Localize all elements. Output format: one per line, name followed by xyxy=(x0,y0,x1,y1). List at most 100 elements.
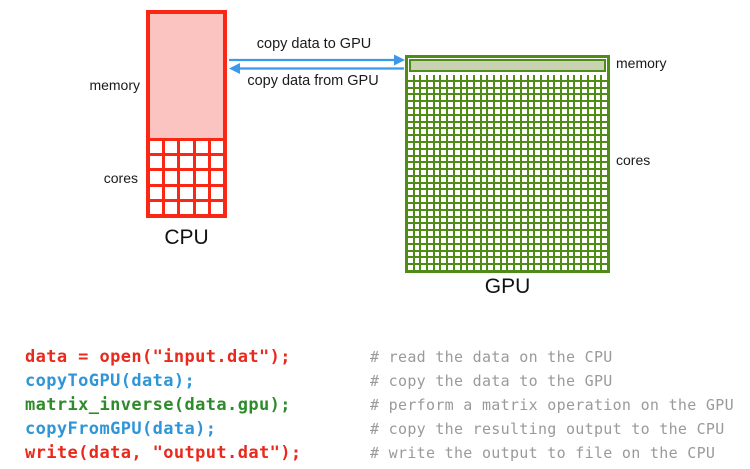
core-cell xyxy=(195,201,208,214)
core-cell xyxy=(501,129,507,135)
core-cell xyxy=(428,210,433,216)
core-cell xyxy=(602,102,607,107)
core-cell xyxy=(454,142,460,148)
core-cell xyxy=(488,210,494,216)
core-cell xyxy=(428,224,433,230)
core-cell xyxy=(468,88,473,94)
core-cell xyxy=(595,115,601,121)
core-cell xyxy=(582,190,587,196)
core-cell xyxy=(468,102,473,107)
core-cell xyxy=(508,251,514,257)
core-cell xyxy=(548,149,554,155)
core-cell xyxy=(488,88,494,94)
core-cell xyxy=(414,88,420,94)
core-cell xyxy=(508,265,514,270)
core-cell xyxy=(408,122,413,128)
core-cell xyxy=(408,183,413,189)
core-cell xyxy=(548,156,554,162)
core-cell xyxy=(555,95,561,101)
core-cell xyxy=(150,186,163,199)
core-cell xyxy=(595,265,601,270)
core-cell xyxy=(541,176,547,182)
core-cell xyxy=(568,81,574,87)
core-cell xyxy=(548,244,554,250)
core-cell xyxy=(528,197,534,203)
core-cell xyxy=(421,251,427,257)
core-cell xyxy=(568,190,574,196)
core-cell xyxy=(508,81,514,87)
core-cell xyxy=(582,210,587,216)
core-cell xyxy=(414,265,420,270)
core-cell xyxy=(468,142,473,148)
core-cell xyxy=(434,170,440,175)
core-cell xyxy=(521,224,527,230)
core-cell xyxy=(495,149,500,155)
core-cell xyxy=(421,244,427,250)
core-cell xyxy=(515,265,520,270)
core-cell xyxy=(541,102,547,107)
core-cell xyxy=(602,115,607,121)
core-cell xyxy=(575,204,581,209)
core-cell xyxy=(474,156,480,162)
core-cell xyxy=(408,204,413,209)
core-cell xyxy=(481,75,487,80)
core-cell xyxy=(461,231,467,237)
core-cell xyxy=(448,88,453,94)
core-cell xyxy=(575,238,581,243)
cpu-block xyxy=(146,10,227,218)
core-cell xyxy=(495,95,500,101)
core-cell xyxy=(588,102,594,107)
core-cell xyxy=(474,149,480,155)
core-cell xyxy=(461,156,467,162)
core-cell xyxy=(541,197,547,203)
core-cell xyxy=(150,156,163,169)
gpu-memory-region xyxy=(409,59,606,72)
core-cell xyxy=(428,136,433,141)
core-cell xyxy=(508,217,514,223)
core-cell xyxy=(210,201,223,214)
core-cell xyxy=(555,115,561,121)
core-cell xyxy=(568,163,574,169)
core-cell xyxy=(454,204,460,209)
core-cell xyxy=(481,210,487,216)
core-cell xyxy=(408,95,413,101)
core-cell xyxy=(428,81,433,87)
core-cell xyxy=(474,238,480,243)
core-cell xyxy=(562,197,567,203)
core-cell xyxy=(488,224,494,230)
core-cell xyxy=(481,88,487,94)
core-cell xyxy=(488,142,494,148)
core-cell xyxy=(454,170,460,175)
core-cell xyxy=(582,142,587,148)
core-cell xyxy=(421,265,427,270)
core-cell xyxy=(588,129,594,135)
core-cell xyxy=(588,238,594,243)
core-cell xyxy=(454,244,460,250)
core-cell xyxy=(461,170,467,175)
core-cell xyxy=(495,258,500,264)
core-cell xyxy=(441,149,447,155)
core-cell xyxy=(434,204,440,209)
core-cell xyxy=(568,108,574,114)
core-cell xyxy=(441,136,447,141)
core-cell xyxy=(434,244,440,250)
core-cell xyxy=(495,102,500,107)
core-cell xyxy=(210,171,223,184)
core-cell xyxy=(555,210,561,216)
core-cell xyxy=(408,108,413,114)
core-cell xyxy=(535,142,540,148)
core-cell xyxy=(555,231,561,237)
core-cell xyxy=(555,149,561,155)
core-cell xyxy=(528,183,534,189)
core-cell xyxy=(468,217,473,223)
core-cell xyxy=(555,251,561,257)
core-cell xyxy=(441,108,447,114)
core-cell xyxy=(508,156,514,162)
core-cell xyxy=(515,244,520,250)
core-cell xyxy=(414,81,420,87)
core-cell xyxy=(421,183,427,189)
core-cell xyxy=(180,186,193,199)
core-cell xyxy=(521,108,527,114)
core-cell xyxy=(595,108,601,114)
core-cell xyxy=(515,204,520,209)
